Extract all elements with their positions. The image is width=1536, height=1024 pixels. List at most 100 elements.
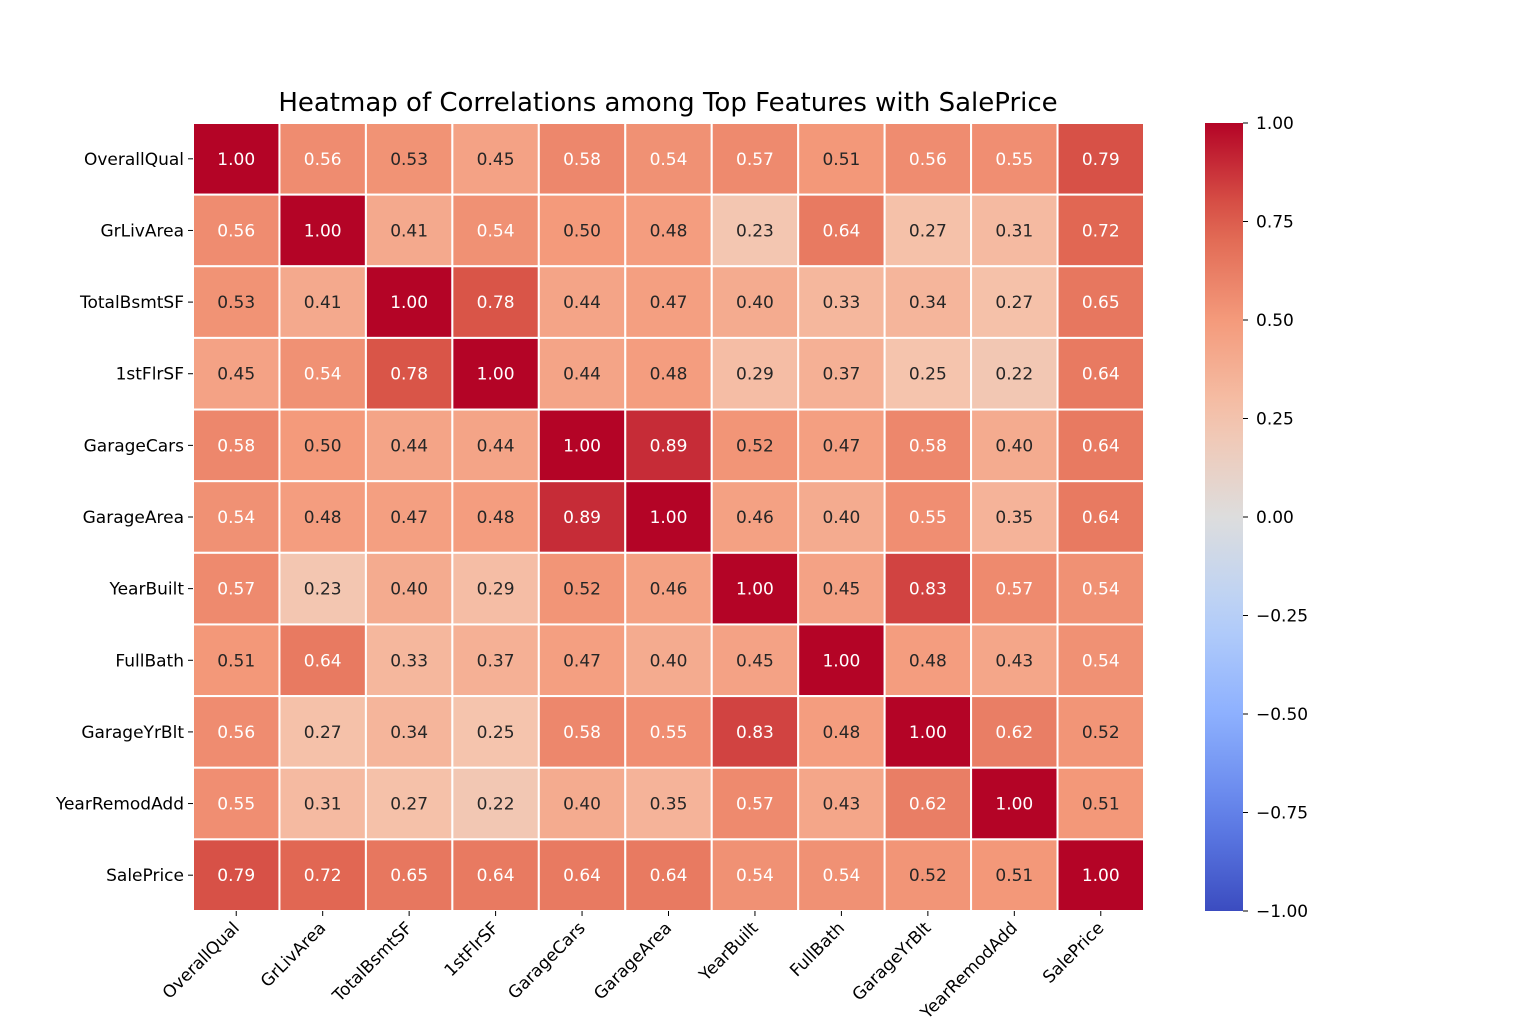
heatmap-cell [451,551,540,626]
cell-annotation: 0.53 [390,150,428,170]
heatmap-cell [624,623,713,698]
colorbar-tick-label: −0.25 [1256,607,1308,627]
heatmap-cell [797,838,886,913]
x-tick-label: GarageArea [590,918,676,1004]
cell-annotation: 0.52 [563,580,601,600]
heatmap-cell [1056,122,1145,196]
heatmap-cell [364,193,454,268]
heatmap-cell [451,480,540,554]
y-tick-label: GarageYrBlt [81,723,184,743]
heatmap-cell [537,766,627,841]
x-tick-label: GrLivArea [257,918,330,991]
heatmap-cell [883,480,973,554]
heatmap-cell [710,336,800,411]
cell-annotation: 0.89 [563,508,601,528]
cell-annotation: 0.27 [390,795,428,815]
y-tick-label: YearBuilt [108,580,184,600]
cell-annotation: 0.44 [563,293,601,313]
cell-annotation: 0.48 [650,365,688,385]
cell-annotation: 0.78 [390,365,428,385]
colorbar-tick-label: −0.75 [1256,804,1308,824]
cell-annotation: 0.51 [822,150,860,170]
cell-annotation: 0.47 [822,436,860,456]
cell-annotation: 0.83 [736,723,774,743]
heatmap-cell [710,551,800,626]
cell-annotation: 0.52 [909,866,947,886]
heatmap-cell [883,695,973,769]
cell-annotation: 1.00 [909,723,947,743]
cell-annotation: 0.46 [736,508,774,528]
cell-annotation: 0.48 [909,651,947,671]
cell-annotation: 0.51 [217,651,255,671]
x-tick-label: GarageYrBlt [849,918,936,1005]
heatmap-cell [1056,265,1145,339]
cell-annotation: 0.54 [477,221,515,241]
cell-annotation: 0.35 [650,795,688,815]
cell-annotation: 0.54 [1082,580,1120,600]
heatmap-cell [970,122,1059,196]
heatmap-cell [624,408,713,483]
heatmap-cell [537,838,627,913]
cell-annotation: 0.53 [217,293,255,313]
heatmap-cell [278,838,367,913]
heatmap-cell [624,265,713,339]
heatmap-cell [451,623,540,698]
cell-annotation: 0.64 [1082,365,1120,385]
heatmap-cell [537,265,627,339]
cell-annotation: 0.47 [390,508,428,528]
cell-annotation: 0.54 [304,365,342,385]
cell-annotation: 0.27 [304,723,342,743]
heatmap-cell [1056,838,1145,913]
cell-annotation: 0.47 [650,293,688,313]
cell-annotation: 0.40 [736,293,774,313]
cell-annotation: 0.44 [563,365,601,385]
colorbar-tick-label: 0.50 [1256,311,1294,331]
heatmap-cell [1056,623,1145,698]
cell-annotation: 0.27 [995,293,1033,313]
heatmap-cell [192,265,281,339]
y-tick-label: GarageCars [84,436,185,456]
cell-annotation: 1.00 [390,293,428,313]
y-tick-label: GarageArea [83,508,184,528]
cell-annotation: 0.37 [477,651,515,671]
heatmap-cell [624,480,713,554]
cell-annotation: 0.47 [563,651,601,671]
heatmap-cell [710,193,800,268]
cell-annotation: 0.33 [822,293,860,313]
heatmap-cell [970,623,1059,698]
cell-annotation: 0.23 [736,221,774,241]
heatmap-cell [1056,408,1145,483]
cell-annotation: 0.56 [304,150,342,170]
heatmap-cell [710,695,800,769]
cell-annotation: 1.00 [736,580,774,600]
cell-annotation: 0.44 [477,436,515,456]
heatmap-cell [797,551,886,626]
cell-annotation: 0.29 [736,365,774,385]
cell-annotation: 0.64 [1082,508,1120,528]
heatmap-cell [451,766,540,841]
cell-annotation: 0.44 [390,436,428,456]
cell-annotation: 0.55 [995,150,1033,170]
cell-annotation: 1.00 [217,150,255,170]
heatmap-cell [883,193,973,268]
cell-annotation: 0.55 [909,508,947,528]
cell-annotation: 0.57 [217,580,255,600]
cell-annotation: 0.40 [995,436,1033,456]
heatmap-cell [278,408,367,483]
y-tick-label: 1stFlrSF [116,365,184,385]
cell-annotation: 0.58 [217,436,255,456]
heatmap-cell [192,193,281,268]
cell-annotation: 0.64 [650,866,688,886]
x-tick-label: TotalBsmtSF [328,918,416,1006]
heatmap-cell [883,336,973,411]
heatmap-cell [797,623,886,698]
heatmap-cell [278,551,367,626]
cell-annotation: 0.48 [822,723,860,743]
cell-annotation: 0.37 [822,365,860,385]
heatmap-cell [1056,695,1145,769]
cell-annotation: 0.48 [650,221,688,241]
heatmap-cell [624,193,713,268]
heatmap-cell [970,838,1059,913]
cell-annotation: 0.65 [1082,293,1120,313]
heatmap-cell [192,623,281,698]
